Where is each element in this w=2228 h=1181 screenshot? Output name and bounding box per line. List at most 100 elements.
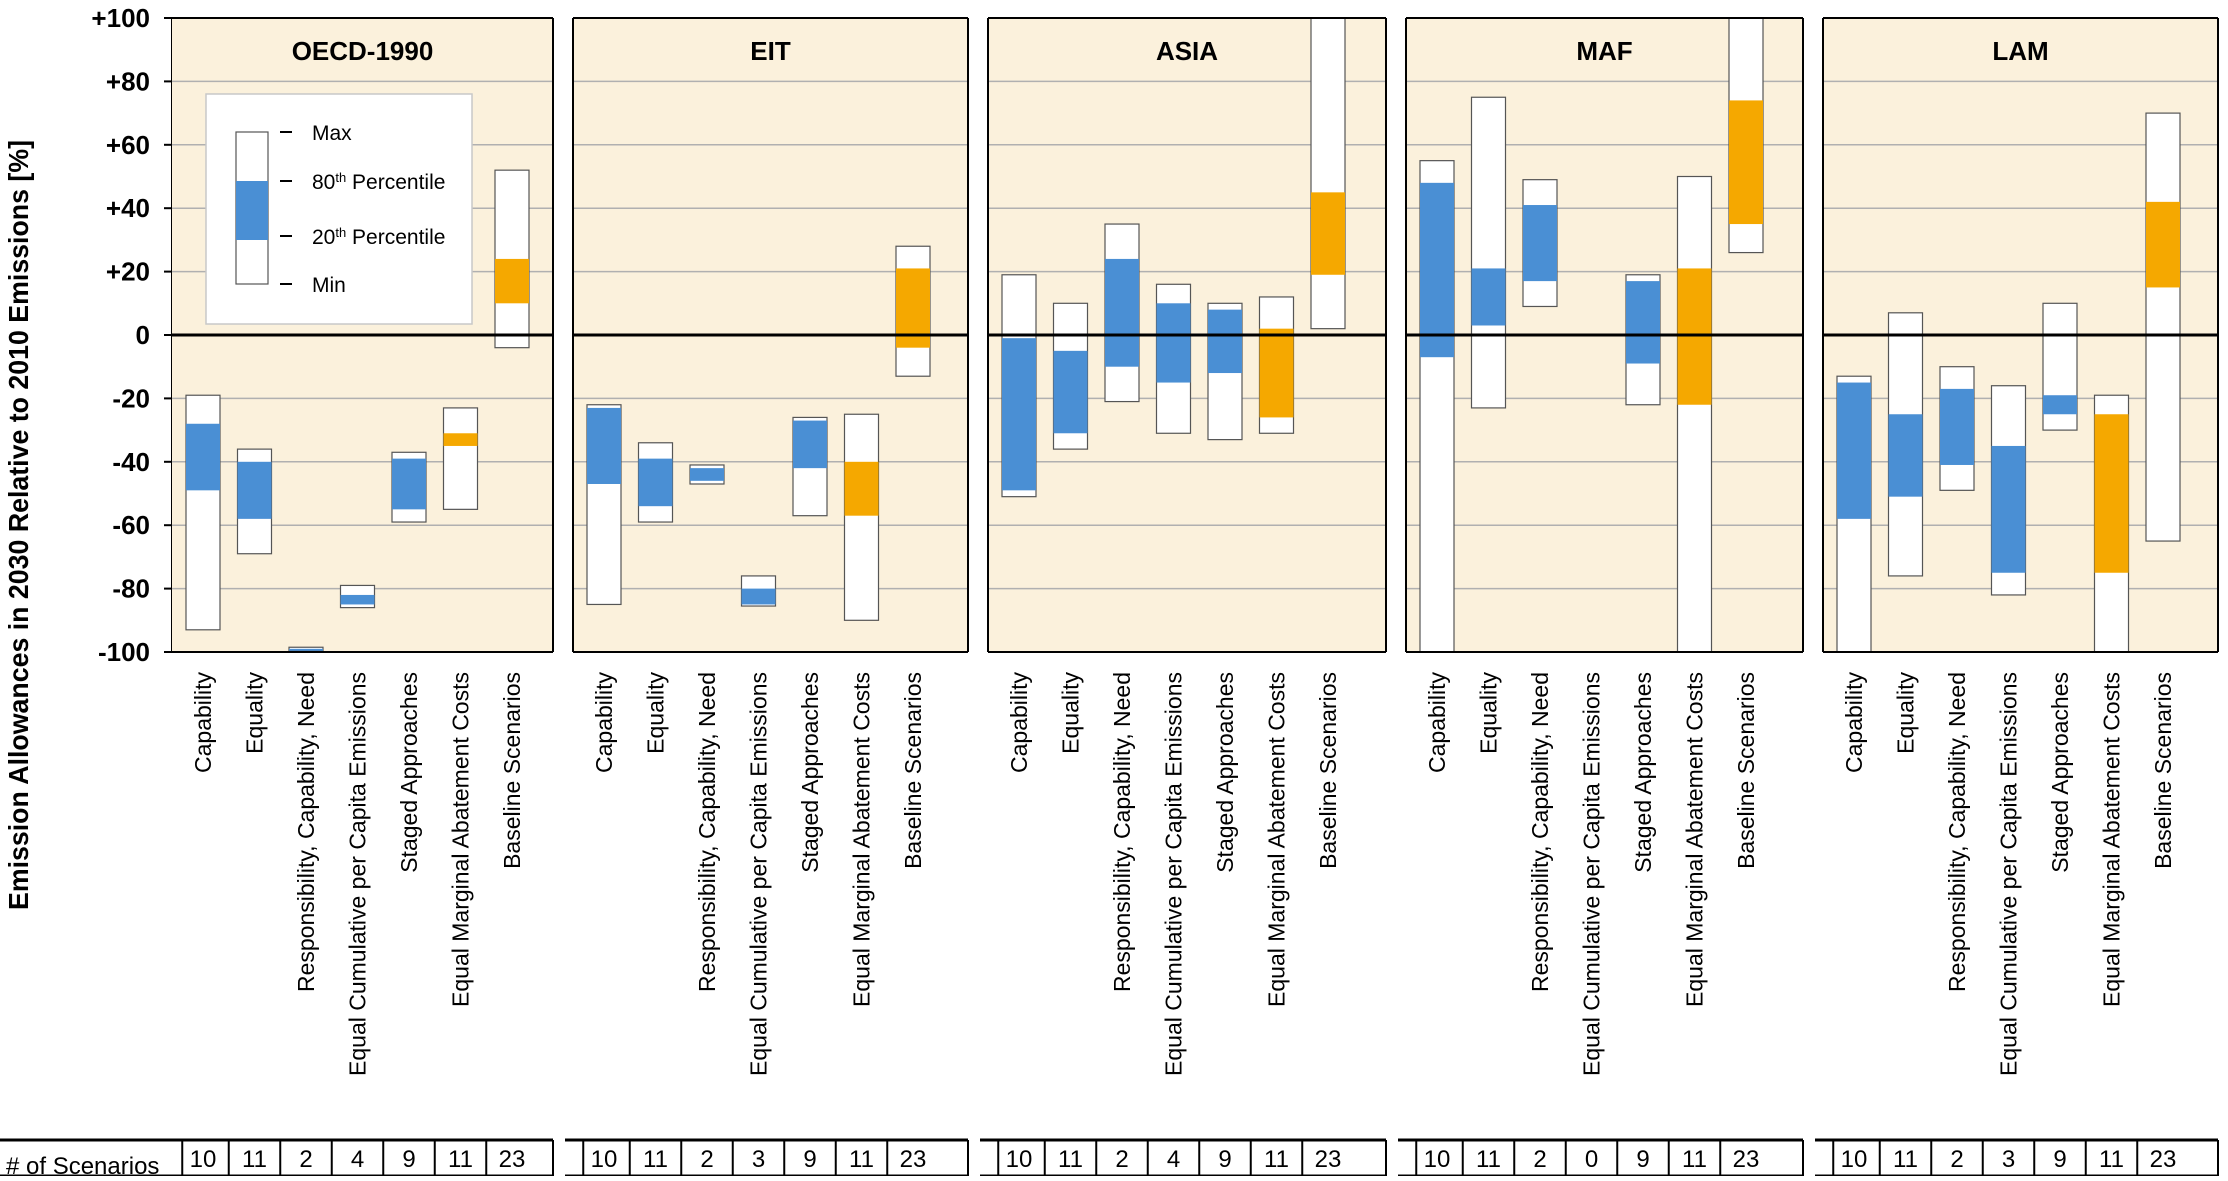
category-label: Staged Approaches (1212, 672, 1238, 873)
category-label: Equal Marginal Abatement Costs (849, 672, 875, 1007)
category-label: Baseline Scenarios (1733, 672, 1759, 869)
category-label: Equality (1058, 672, 1084, 754)
category-label: Staged Approaches (396, 672, 422, 873)
y-tick-label: -40 (112, 447, 150, 477)
scenario-count: 0 (1585, 1146, 1598, 1173)
panel-title: ASIA (1156, 36, 1218, 66)
category-label: Capability (190, 672, 216, 773)
percentile-box-3 (1991, 445, 2026, 573)
scenario-count: 9 (1636, 1146, 1649, 1173)
y-tick-label: -100 (98, 637, 150, 667)
category-label: Capability (1006, 672, 1032, 773)
scenario-count: 4 (1167, 1146, 1180, 1173)
legend-percentile-swatch (236, 181, 268, 240)
scenario-count: 3 (752, 1146, 765, 1173)
scenario-count: 11 (1893, 1146, 1918, 1173)
percentile-box-1 (237, 461, 272, 519)
category-label: Baseline Scenarios (900, 672, 926, 869)
category-label: Staged Approaches (1630, 672, 1656, 873)
percentile-box-5 (2094, 414, 2129, 573)
category-label: Baseline Scenarios (499, 672, 525, 869)
percentile-box-2 (1940, 388, 1974, 465)
percentile-box-0 (186, 423, 220, 491)
legend-label-p80: 80th Percentile (312, 170, 445, 195)
range-box-1 (1470, 96, 1507, 409)
scenario-count: 9 (803, 1146, 816, 1173)
percentile-box-3 (340, 594, 375, 605)
category-label: Baseline Scenarios (1315, 672, 1341, 869)
category-label: Equality (242, 672, 268, 754)
percentile-box-6 (495, 258, 529, 304)
scenario-count: 11 (2099, 1146, 2124, 1173)
scenario-count: 2 (1115, 1146, 1128, 1173)
scenario-count: 10 (1424, 1146, 1451, 1173)
percentile-box-1 (1888, 414, 1923, 497)
category-label: Staged Approaches (2047, 672, 2073, 873)
panel-title: EIT (750, 36, 791, 66)
legend-p80-superscript: th (335, 170, 346, 185)
scenario-count: 9 (1218, 1146, 1231, 1173)
category-label: Capability (591, 672, 617, 773)
y-tick-label: +60 (106, 130, 150, 160)
scenario-count: 11 (1058, 1146, 1083, 1173)
category-label: Responsibility, Capability, Need (293, 672, 319, 992)
scenario-count: 2 (1950, 1146, 1963, 1173)
scenario-count: 11 (242, 1146, 267, 1173)
percentile-box-1 (1471, 268, 1506, 326)
percentile-box-5 (1677, 268, 1712, 405)
panel-eit: EIT Capability Equality Responsibility, Cap… (565, 17, 969, 1178)
percentile-box-2 (289, 648, 323, 651)
scenario-count: 9 (2053, 1146, 2066, 1173)
scenario-count: 11 (1264, 1146, 1289, 1173)
range-box-5 (442, 407, 479, 510)
y-tick-label: +20 (106, 257, 150, 287)
panel-title: MAF (1576, 36, 1632, 66)
y-tick-label: -60 (112, 510, 150, 540)
panel-maf: MAF Capability Equality Responsibility, Cap… (1398, 17, 1804, 1178)
percentile-box-5 (443, 433, 478, 446)
legend-p80-suffix: Percentile (346, 171, 445, 194)
y-tick-label: +40 (106, 193, 150, 223)
percentile-box-0 (1420, 182, 1454, 358)
y-tick-label: 0 (136, 320, 150, 350)
scenario-count: 11 (643, 1146, 668, 1173)
legend-p80-number: 80 (312, 171, 335, 194)
panel-title: LAM (1992, 36, 2048, 66)
percentile-box-1 (1053, 350, 1088, 434)
category-label: Equal Cumulative per Capita Emissions (1579, 672, 1605, 1076)
percentile-box-0 (1002, 338, 1036, 491)
range-box-5 (1676, 175, 1713, 653)
legend-p20-suffix: Percentile (346, 226, 445, 249)
range-box-6 (1310, 17, 1346, 330)
percentile-box-4 (1626, 281, 1660, 364)
scenarios-label: # of Scenarios (6, 1153, 159, 1176)
scenario-count: 23 (900, 1146, 927, 1173)
legend-label-min: Min (312, 274, 346, 297)
category-label: Equal Marginal Abatement Costs (1682, 672, 1708, 1007)
y-tick-label: -80 (112, 574, 150, 604)
category-label: Capability (1424, 672, 1450, 773)
scenario-count: 3 (2002, 1146, 2015, 1173)
category-label: Equal Cumulative per Capita Emissions (345, 672, 371, 1076)
category-label: Equal Cumulative per Capita Emissions (746, 672, 772, 1076)
percentile-box-1 (638, 458, 673, 507)
scenario-count: 23 (1733, 1146, 1760, 1173)
percentile-box-4 (392, 458, 426, 510)
scenario-count: 10 (1841, 1146, 1868, 1173)
percentile-box-3 (1156, 303, 1191, 383)
percentile-box-2 (690, 468, 724, 481)
legend-p20-superscript: th (335, 225, 346, 240)
y-tick-label: +100 (91, 3, 150, 33)
y-tick-label: +80 (106, 66, 150, 96)
percentile-box-6 (1729, 100, 1763, 225)
legend-label-max: Max (312, 122, 352, 145)
scenario-count: 11 (1682, 1146, 1707, 1173)
category-label: Equality (1893, 672, 1919, 754)
percentile-box-4 (2043, 395, 2077, 415)
scenario-count: 10 (190, 1146, 217, 1173)
percentile-box-2 (1105, 258, 1139, 367)
scenario-count: 2 (1533, 1146, 1546, 1173)
